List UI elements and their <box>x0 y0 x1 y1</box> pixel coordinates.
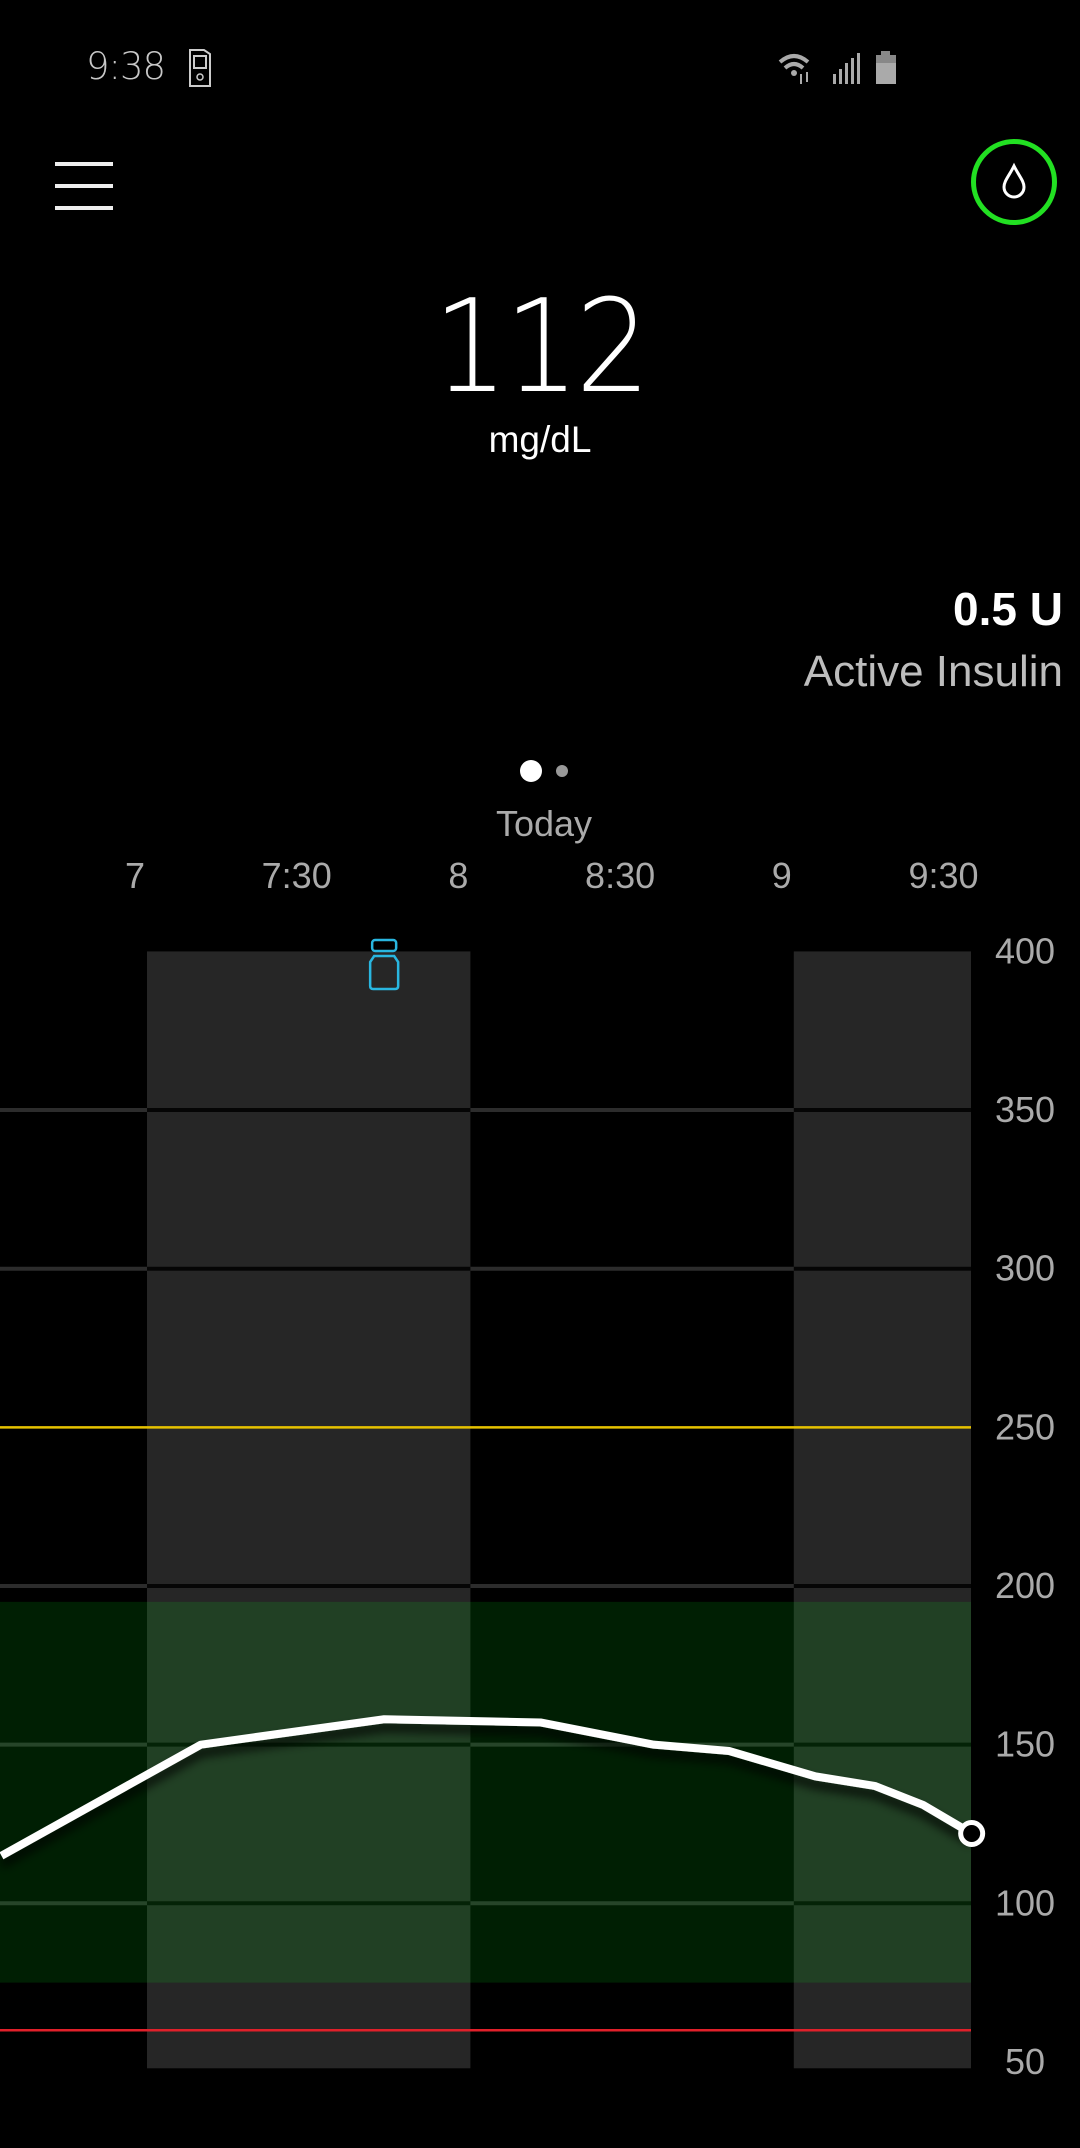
glucose-chart[interactable]: 7 7:30 8 8:30 9 9:30 400 350 300 250 200 150 100 50 <box>0 850 1080 2100</box>
battery-icon <box>876 51 896 84</box>
page-dot-active[interactable] <box>520 760 542 782</box>
wifi-icon <box>778 54 810 84</box>
x-tick-label: 8 <box>448 855 468 896</box>
page-dot[interactable] <box>556 765 568 777</box>
y-tick-label: 350 <box>995 1089 1055 1130</box>
glucose-line <box>0 1715 974 1860</box>
y-tick-label: 250 <box>995 1406 1055 1447</box>
hamburger-menu-icon[interactable] <box>55 158 113 214</box>
blood-drop-icon <box>1002 162 1026 199</box>
active-insulin-value[interactable]: 0.5 U <box>953 583 1063 635</box>
pump-status-button[interactable] <box>971 139 1057 225</box>
x-tick-label: 9:30 <box>908 855 978 896</box>
y-tick-label: 100 <box>995 1882 1055 1923</box>
active-insulin-label: Active Insulin <box>803 647 1063 696</box>
y-tick-label: 200 <box>995 1565 1055 1606</box>
y-tick-label: 150 <box>995 1724 1055 1765</box>
x-tick-label: 9 <box>772 855 792 896</box>
y-tick-label: 300 <box>995 1248 1055 1289</box>
x-tick-label: 7:30 <box>262 855 332 896</box>
y-tick-label: 400 <box>995 930 1055 971</box>
x-tick-label: 8:30 <box>585 855 655 896</box>
page-indicator[interactable] <box>519 759 579 783</box>
signal-icon <box>833 53 860 84</box>
y-tick-label: 50 <box>1005 2041 1045 2082</box>
hour-band <box>793 951 971 2069</box>
insulin-vial-icon <box>368 938 400 991</box>
glucose-value: 112 <box>433 273 650 422</box>
pump-device-icon <box>189 49 211 87</box>
target-range-band <box>0 1601 971 1983</box>
chart-day-label: Today <box>495 803 593 844</box>
current-glucose-marker <box>958 1819 986 1847</box>
status-time: 9:38 <box>86 45 166 88</box>
hour-band <box>147 951 471 2069</box>
x-tick-label: 7 <box>125 855 145 896</box>
glucose-unit: mg/dL <box>488 419 592 460</box>
